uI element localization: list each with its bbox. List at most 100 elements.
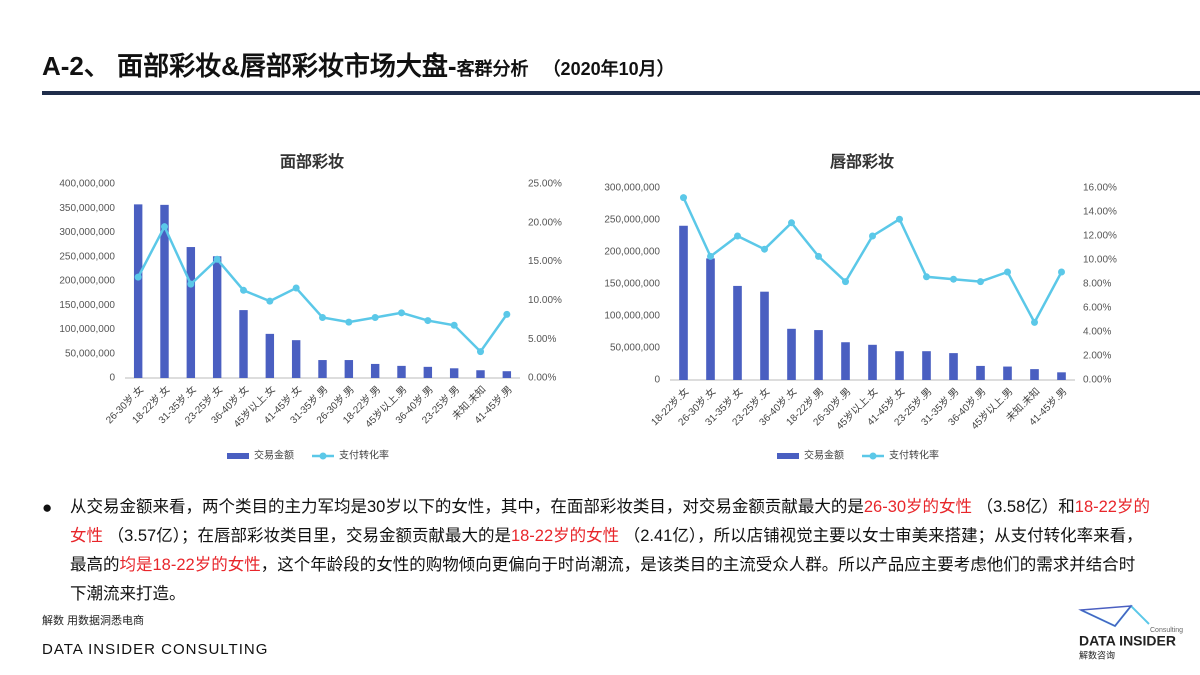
logo-main: DATA INSIDER <box>1079 633 1176 649</box>
bullet-segment: （3.58亿）和 <box>972 498 1075 516</box>
logo-line <box>1078 605 1133 627</box>
y-tick-label: 0 <box>654 375 660 386</box>
bar <box>265 333 275 378</box>
y2-tick-label: 5.00% <box>528 334 556 345</box>
y-tick-label: 50,000,000 <box>65 348 115 359</box>
y2-tick-label: 10.00% <box>1083 255 1117 266</box>
title-date: （2020年10月） <box>542 59 675 79</box>
y2-tick-label: 2.00% <box>1083 351 1111 362</box>
bar <box>502 371 512 378</box>
y-tick-label: 400,000,000 <box>59 179 115 190</box>
bar <box>949 353 958 380</box>
bar <box>679 225 688 380</box>
line-marker <box>869 232 876 240</box>
logo-tag: Consulting <box>1150 627 1183 634</box>
line-marker <box>950 275 957 283</box>
line-marker <box>761 245 768 253</box>
line-marker <box>977 278 984 286</box>
bar <box>318 360 327 378</box>
bullet-text: 从交易金额来看，两个类目的主力军均是30岁以下的女性，其中，在面部彩妆类目，对交… <box>70 493 1150 609</box>
line-marker <box>345 318 353 326</box>
legend-swatch <box>319 452 327 460</box>
chart-title: 唇部彩妆 <box>830 152 894 171</box>
y2-tick-label: 15.00% <box>528 256 562 267</box>
bar <box>160 204 169 378</box>
title-main: A-2、 面部彩妆&唇部彩妆市场大盘- <box>42 51 457 81</box>
y-tick-label: 200,000,000 <box>59 276 115 287</box>
bullet-segment: 18-22岁的女性 <box>70 498 1150 545</box>
y-tick-label: 300,000,000 <box>604 183 660 194</box>
y2-tick-label: 20.00% <box>528 217 562 228</box>
line-marker <box>1058 268 1065 276</box>
bar <box>1003 366 1012 380</box>
charts: 面部彩妆 0 50,000,000 100,000,000 150,000,000 200… <box>59 152 1117 462</box>
title: A-2、 面部彩妆&唇部彩妆市场大盘-客群分析 （2020年10月） <box>42 46 675 83</box>
bar <box>476 370 485 378</box>
line-marker <box>842 278 849 286</box>
line-marker <box>896 215 903 223</box>
y2-tick-label: 25.00% <box>528 179 562 190</box>
y2-tick-label: 6.00% <box>1083 303 1111 314</box>
y-tick-label: 100,000,000 <box>59 324 115 335</box>
line-marker <box>450 321 458 329</box>
bar <box>733 285 742 380</box>
bar <box>814 330 823 380</box>
y-tick-label: 250,000,000 <box>59 251 115 262</box>
bar <box>787 328 796 380</box>
source: 解数 用数据洞悉电商 <box>42 615 145 627</box>
bar <box>841 342 850 380</box>
y-tick-label: 250,000,000 <box>604 215 660 226</box>
line-marker <box>788 219 795 227</box>
y2-tick-label: 16.00% <box>1083 183 1117 194</box>
bar <box>344 360 354 378</box>
legend-swatch <box>777 453 799 459</box>
bar <box>868 344 877 380</box>
legend-label: 交易金额 <box>254 449 294 462</box>
bullet-segment: 均是18-22岁的女性 <box>119 556 261 574</box>
bar <box>423 366 433 378</box>
line-marker <box>923 273 930 281</box>
y2-tick-label: 12.00% <box>1083 231 1117 242</box>
header-rule <box>42 91 1200 95</box>
line-marker <box>134 273 142 281</box>
y2-tick-label: 4.00% <box>1083 327 1111 338</box>
bar <box>239 310 248 378</box>
legend-label: 交易金额 <box>804 449 844 462</box>
legend-swatch <box>869 452 877 460</box>
bar <box>370 363 380 378</box>
line-marker <box>477 348 484 356</box>
line-marker <box>292 284 300 292</box>
bullet-dot: ● <box>42 498 53 517</box>
line-marker <box>240 286 247 294</box>
line-marker <box>1031 318 1038 326</box>
bullet-segment: 从交易金额来看，两个类目的主力军均是30岁以下的女性，其中，在面部彩妆类目，对交… <box>70 498 864 516</box>
y-tick-label: 50,000,000 <box>610 343 660 354</box>
bar <box>1057 372 1066 380</box>
legend-swatch <box>227 453 249 459</box>
line-marker <box>424 317 432 325</box>
bar <box>186 247 196 378</box>
bar <box>760 291 769 380</box>
bar <box>449 368 459 378</box>
y-tick-label: 100,000,000 <box>604 311 660 322</box>
y2-tick-label: 10.00% <box>528 295 562 306</box>
y-tick-label: 200,000,000 <box>604 247 660 258</box>
bar <box>976 365 985 380</box>
line-marker <box>266 297 274 305</box>
y-tick-label: 150,000,000 <box>604 279 660 290</box>
line-marker <box>680 194 687 202</box>
line-marker <box>319 313 326 321</box>
line-marker <box>1004 268 1011 276</box>
line-marker <box>503 310 511 318</box>
bullet-segment: （3.57亿）；在唇部彩妆类目里，交易金额贡献最大的是 <box>103 527 511 545</box>
bar <box>397 365 406 378</box>
bullet-segment: （2.41亿），所以店铺视觉主要以女士审美来搭建；从支付转化率来看，最高的 <box>70 527 1143 574</box>
line-marker <box>371 313 379 321</box>
bar <box>922 351 931 380</box>
bullet-segment: 26-30岁的女性 <box>863 498 973 516</box>
bar <box>212 256 222 378</box>
line-marker <box>734 232 741 240</box>
y2-tick-label: 14.00% <box>1083 207 1117 218</box>
bullet-segment: 18-22岁的女性 <box>510 527 620 545</box>
